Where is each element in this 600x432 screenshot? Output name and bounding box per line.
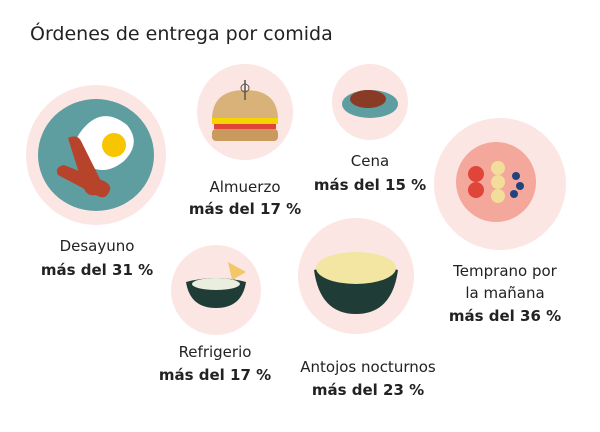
title: Órdenes de entrega por comida [30,21,333,45]
item-name: Desayuno [60,237,135,255]
item-name: Refrigerio [179,343,252,361]
item-name: Cena [351,152,389,170]
early-illustration [434,118,566,250]
lunch-illustration [197,64,293,160]
item-name: Antojos nocturnos [300,358,436,376]
item-name: la mañana [465,284,544,302]
item-share: más del 17 % [159,366,271,384]
dinner-illustration [332,64,408,140]
breakfast-illustration [26,85,166,225]
item-share: más del 15 % [314,176,426,194]
item-share: más del 36 % [449,307,561,325]
item-share: más del 17 % [189,200,301,218]
item-name: Temprano por [452,262,557,280]
item-name: Almuerzo [210,178,281,196]
item-share: más del 23 % [312,381,424,399]
item-share: más del 31 % [41,261,153,279]
snack-illustration [171,245,261,335]
late-night-illustration [298,218,414,334]
